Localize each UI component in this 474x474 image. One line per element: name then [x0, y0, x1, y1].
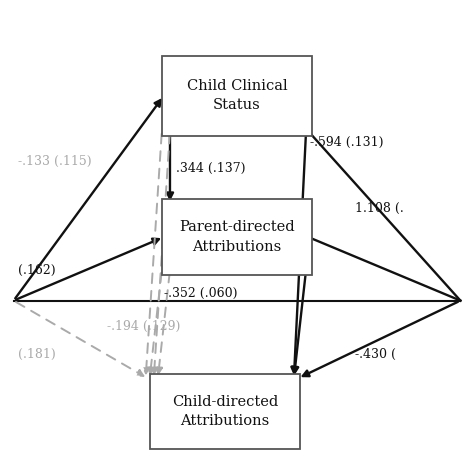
- FancyBboxPatch shape: [162, 55, 312, 136]
- Text: -.430 (: -.430 (: [355, 348, 396, 361]
- Text: (.181): (.181): [18, 348, 55, 361]
- Text: Child Clinical
Status: Child Clinical Status: [187, 79, 287, 112]
- Text: -.133 (.115): -.133 (.115): [18, 155, 91, 168]
- Text: Child-directed
Attributions: Child-directed Attributions: [172, 394, 278, 428]
- FancyBboxPatch shape: [162, 199, 312, 275]
- Text: -.594 (.131): -.594 (.131): [310, 136, 383, 149]
- Text: -.352 (.060): -.352 (.060): [164, 287, 237, 300]
- Text: .344 (.137): .344 (.137): [176, 162, 246, 175]
- Text: Parent-directed
Attributions: Parent-directed Attributions: [179, 220, 295, 254]
- FancyBboxPatch shape: [150, 374, 300, 449]
- Text: -.194 (.129): -.194 (.129): [107, 320, 181, 333]
- Text: (.162): (.162): [18, 264, 55, 276]
- Text: 1.108 (.: 1.108 (.: [355, 202, 403, 215]
